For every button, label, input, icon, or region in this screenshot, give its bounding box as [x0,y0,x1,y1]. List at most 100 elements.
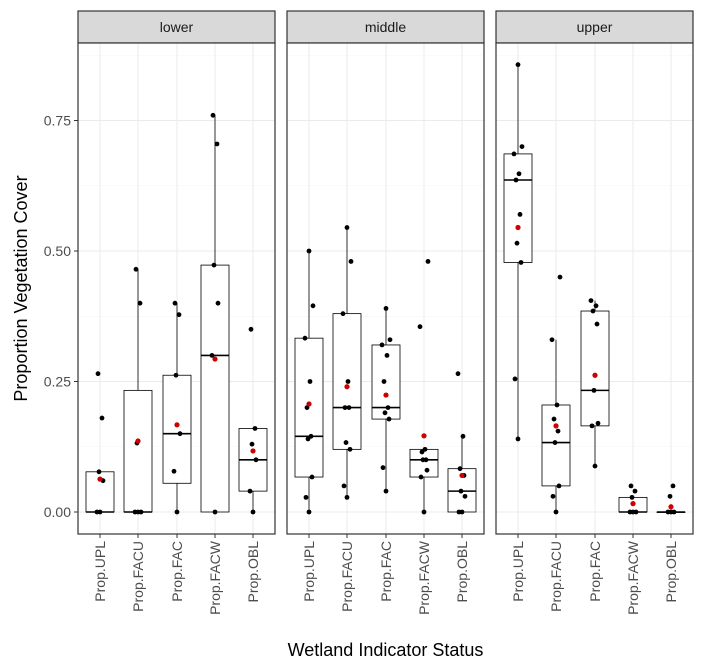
panel-upper: upper Prop.UPL Prop.FACU Prop.FAC Prop.FACW P… [495,10,694,615]
data-point [455,371,461,377]
data-point [209,353,215,358]
boxplot-upper-prop-fac [580,298,610,469]
boxplot-lower-prop-facw [200,112,230,515]
mean-point [306,401,312,407]
boxplot-upper-prop-obl [656,483,686,515]
data-point [306,248,312,254]
data-point [302,335,308,341]
x-tick-label: Prop.FAC [169,541,185,602]
data-point [627,509,633,515]
data-point [344,494,350,500]
data-point [425,259,431,264]
mean-point [250,448,256,454]
data-point [629,494,635,500]
data-point [421,509,427,515]
facet-strip-label: lower [160,19,194,35]
facet-strip-label: upper [577,19,613,35]
data-point [176,312,182,318]
data-point [211,262,217,268]
data-point [386,416,392,422]
data-point [628,483,634,489]
x-tick-label: Prop.FAC [378,541,394,602]
box [503,153,533,263]
data-point [590,308,596,314]
data-point [382,410,388,416]
boxplot-lower-prop-fac [162,300,192,515]
data-point [247,488,253,494]
y-tick-label: 0.75 [44,113,71,129]
data-point [515,436,521,442]
x-tick-label: Prop.FACU [339,541,355,612]
mean-point [135,438,141,444]
data-point [346,405,352,410]
box [123,389,153,513]
data-point [632,488,638,494]
y-tick-label: 0.25 [44,374,71,390]
data-point [633,509,639,515]
data-point [460,433,466,439]
mean-point [459,472,465,479]
box [162,374,192,484]
mean-point [630,501,636,507]
data-point [383,306,389,311]
facet-strip [495,10,694,44]
mean-point [592,372,598,378]
data-point [381,379,387,384]
data-point [556,483,562,489]
facet-strip [286,10,485,44]
data-point [550,493,556,499]
mean-point [668,504,674,510]
data-point [456,509,462,515]
data-point [343,440,349,445]
data-point [210,112,216,118]
mean-point [383,392,389,398]
data-point [458,488,464,494]
data-point [665,509,671,515]
data-point [172,300,178,306]
panel-lower: lower Prop.UPL Prop.FACU Prop.FAC Prop.FACW P… [77,10,276,615]
data-point [671,509,677,515]
data-point [177,431,183,437]
data-point [514,240,520,246]
box [409,448,439,478]
mean-point [344,384,350,390]
data-point [594,321,600,327]
data-point [347,446,353,452]
data-point [250,509,256,515]
facet-strip [77,10,276,44]
x-tick-label: Prop.FACW [416,540,432,615]
data-point [424,467,430,473]
data-point [384,353,390,358]
mean-point [97,476,103,482]
x-tick-label: Prop.FACU [548,541,564,612]
data-point [516,171,522,177]
x-tick-label: Prop.UPL [510,541,526,602]
data-point [252,426,258,431]
data-point [138,509,144,515]
data-point [173,372,179,378]
data-point [554,402,560,408]
data-point [593,303,599,309]
data-point [132,509,138,515]
boxplot-middle-prop-fac [371,306,401,494]
data-point [309,474,315,480]
data-point [348,259,354,264]
x-tick-label: Prop.OBL [454,541,470,603]
data-point [588,298,594,303]
data-point [310,303,316,309]
boxplot-upper-prop-upl [503,62,533,442]
mean-point [212,356,218,362]
data-point [417,324,423,330]
box [580,310,610,427]
boxplot-lower-prop-obl [238,326,268,515]
boxplot-upper-prop-facu [541,274,571,515]
x-tick-label: Prop.UPL [92,541,108,602]
data-point [99,415,105,421]
data-point [340,311,346,317]
data-point [515,62,521,68]
data-point [215,300,221,306]
data-point [212,509,218,515]
data-point [457,466,463,472]
data-point [595,420,601,426]
box [200,264,230,513]
